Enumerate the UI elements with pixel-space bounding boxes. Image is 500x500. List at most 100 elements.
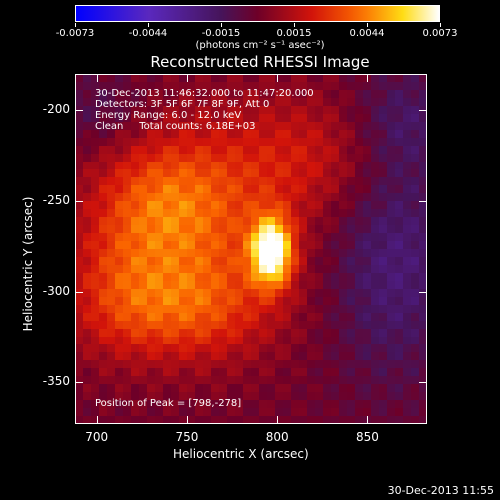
- heatmap-cell: [347, 368, 356, 377]
- heatmap-cell: [155, 400, 164, 409]
- heatmap-cell: [275, 137, 284, 147]
- heatmap-cell: [371, 272, 380, 282]
- heatmap-cell: [179, 328, 188, 338]
- heatmap-cell: [363, 256, 372, 266]
- heatmap-cell: [275, 368, 284, 377]
- colorbar-tick: [221, 23, 222, 27]
- heatmap-cell: [267, 296, 276, 306]
- heatmap-cell: [379, 145, 388, 155]
- heatmap-cell: [187, 225, 196, 234]
- heatmap-cell: [315, 288, 324, 298]
- heatmap-cell: [339, 113, 348, 123]
- heatmap-cell: [131, 368, 140, 377]
- heatmap-cell: [123, 169, 132, 178]
- heatmap-cell: [99, 304, 108, 314]
- heatmap-cell: [331, 352, 340, 361]
- heatmap-cell: [115, 105, 124, 115]
- heatmap-cell: [419, 312, 427, 322]
- heatmap-cell: [171, 344, 180, 353]
- heatmap-cell: [179, 113, 188, 123]
- heatmap-cell: [139, 97, 148, 107]
- heatmap-cell: [275, 360, 284, 369]
- heatmap-cell: [307, 233, 316, 242]
- heatmap-cell: [403, 384, 412, 393]
- heatmap-cell: [203, 161, 212, 171]
- heatmap-cell: [107, 416, 116, 424]
- heatmap-cell: [139, 241, 148, 250]
- heatmap-cell: [91, 344, 100, 353]
- heatmap-cell: [195, 225, 204, 234]
- heatmap-cell: [347, 145, 356, 155]
- heatmap-cell: [187, 264, 196, 274]
- heatmap-cell: [211, 384, 220, 393]
- heatmap-cell: [403, 129, 412, 139]
- heatmap-cell: [227, 264, 236, 274]
- heatmap-cell: [379, 177, 388, 186]
- heatmap-cell: [115, 153, 124, 163]
- heatmap-cell: [419, 368, 427, 377]
- heatmap-cell: [299, 296, 308, 306]
- heatmap-cell: [387, 408, 396, 417]
- heatmap-cell: [267, 161, 276, 171]
- heatmap-cell: [219, 352, 228, 361]
- heatmap-cell: [155, 113, 164, 123]
- heatmap-cell: [355, 241, 364, 250]
- heatmap-cell: [387, 264, 396, 274]
- heatmap-cell: [75, 296, 84, 306]
- heatmap-cell: [107, 185, 116, 194]
- heatmap-cell: [83, 121, 92, 131]
- heatmap-cell: [107, 344, 116, 353]
- heatmap-cell: [387, 280, 396, 290]
- heatmap-cell: [187, 280, 196, 290]
- heatmap-cell: [235, 193, 244, 202]
- heatmap-cell: [195, 256, 204, 266]
- heatmap-cell: [155, 241, 164, 250]
- heatmap-cell: [227, 296, 236, 306]
- time-range-annotation: 30-Dec-2013 11:46:32.000 to 11:47:20.000: [95, 88, 314, 99]
- heatmap-cell: [411, 185, 420, 194]
- heatmap-cell: [139, 336, 148, 346]
- y-tick-mark: [419, 291, 427, 293]
- heatmap-cell: [251, 153, 260, 163]
- heatmap-cell: [283, 400, 292, 409]
- heatmap-cell: [155, 129, 164, 139]
- heatmap-cell: [171, 352, 180, 361]
- colorbar-units: (photons cm⁻² s⁻¹ asec⁻²): [195, 40, 325, 51]
- heatmap-cell: [243, 416, 252, 424]
- heatmap-cell: [235, 288, 244, 298]
- heatmap-cell: [203, 137, 212, 147]
- heatmap-cell: [347, 400, 356, 409]
- heatmap-cell: [195, 74, 204, 83]
- heatmap-cell: [323, 169, 332, 178]
- heatmap-cell: [203, 129, 212, 139]
- heatmap-cell: [163, 145, 172, 155]
- heatmap-cell: [387, 336, 396, 346]
- heatmap-cell: [131, 121, 140, 131]
- heatmap-cell: [379, 408, 388, 417]
- heatmap-cell: [163, 304, 172, 314]
- heatmap-cell: [219, 121, 228, 131]
- heatmap-cell: [147, 89, 156, 99]
- heatmap-cell: [347, 161, 356, 171]
- heatmap-cell: [315, 328, 324, 338]
- heatmap-cell: [387, 328, 396, 338]
- heatmap-cell: [339, 241, 348, 250]
- heatmap-cell: [355, 185, 364, 194]
- heatmap-cell: [219, 153, 228, 163]
- heatmap-cell: [323, 360, 332, 369]
- heatmap-cell: [131, 185, 140, 194]
- heatmap-cell: [219, 249, 228, 258]
- heatmap-cell: [403, 145, 412, 155]
- heatmap-cell: [307, 368, 316, 377]
- heatmap-cell: [355, 280, 364, 290]
- heatmap-cell: [267, 209, 276, 218]
- heatmap-cell: [203, 225, 212, 234]
- heatmap-cell: [171, 161, 180, 171]
- heatmap-cell: [107, 113, 116, 123]
- heatmap-cell: [219, 209, 228, 218]
- heatmap-cell: [99, 81, 108, 91]
- heatmap-cell: [131, 256, 140, 266]
- heatmap-cell: [323, 121, 332, 131]
- heatmap-cell: [251, 137, 260, 147]
- heatmap-cell: [323, 408, 332, 417]
